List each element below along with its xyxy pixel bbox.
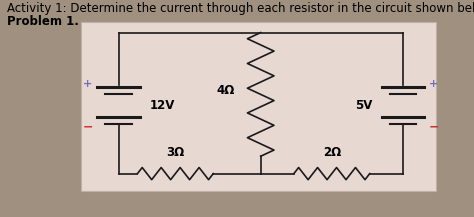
Text: −: − [82, 120, 93, 133]
Text: 4Ω: 4Ω [216, 84, 235, 97]
Text: 5V: 5V [355, 99, 372, 112]
Text: +: + [429, 79, 438, 89]
Text: 12V: 12V [149, 99, 175, 112]
Text: 3Ω: 3Ω [166, 146, 184, 159]
Text: 2Ω: 2Ω [323, 146, 341, 159]
Text: +: + [83, 79, 92, 89]
FancyBboxPatch shape [81, 22, 436, 191]
Text: Activity 1: Determine the current through each resistor in the circuit shown bel: Activity 1: Determine the current throug… [7, 2, 474, 15]
Text: Problem 1.: Problem 1. [7, 15, 79, 28]
Text: −: − [428, 120, 439, 133]
